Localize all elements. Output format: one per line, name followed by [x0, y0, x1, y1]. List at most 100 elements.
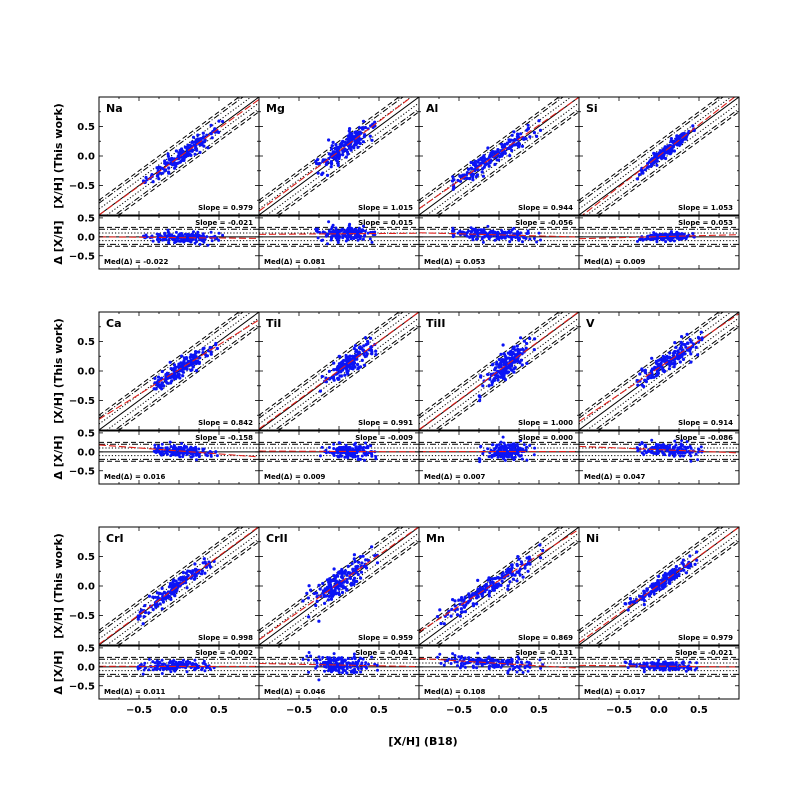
dashed-reference-line: [419, 97, 560, 201]
data-point: [520, 363, 524, 367]
data-point: [209, 123, 213, 127]
data-point: [515, 563, 520, 568]
element-label: Na: [106, 102, 123, 115]
data-point: [201, 347, 205, 351]
data-point: [539, 556, 543, 560]
dotted-reference-line: [586, 532, 739, 645]
dashdot-reference-line: [434, 323, 579, 430]
data-point: [509, 368, 514, 372]
data-point: [679, 142, 683, 146]
resid-data-point: [470, 230, 474, 234]
data-point: [459, 610, 463, 614]
resid-y-tick-label: 0.5: [77, 213, 95, 224]
data-point: [467, 592, 471, 596]
element-label: Ca: [106, 317, 122, 330]
resid-data-point: [327, 659, 331, 663]
resid-data-point: [315, 659, 319, 663]
data-point: [480, 158, 484, 162]
resid-data-point: [515, 660, 519, 664]
main-plot-area: [99, 312, 259, 430]
resid-data-point: [503, 443, 507, 447]
median-delta-label: Med(Δ) = 0.017: [584, 688, 646, 696]
slope-label: Slope = 1.000: [518, 419, 573, 427]
main-plot-area: [419, 312, 579, 430]
resid-data-point: [668, 443, 672, 447]
data-point: [361, 127, 365, 131]
data-point: [672, 149, 677, 153]
data-point: [497, 357, 501, 362]
resid-fit-line: [259, 662, 419, 668]
resid-data-point: [328, 656, 332, 660]
data-point: [156, 375, 161, 379]
dotted-reference-line: [426, 532, 579, 645]
data-point: [466, 167, 471, 171]
data-point: [168, 583, 173, 588]
resid-data-point: [663, 668, 667, 672]
data-point: [176, 156, 180, 160]
data-point: [493, 584, 497, 588]
data-point: [332, 567, 336, 571]
data-point: [353, 344, 358, 348]
resid-data-point: [327, 446, 331, 449]
resid-data-point: [347, 235, 351, 239]
data-point: [650, 375, 654, 379]
resid-data-point: [458, 230, 462, 234]
data-point: [503, 354, 507, 358]
resid-data-point: [519, 439, 523, 443]
data-point: [449, 614, 453, 618]
data-point: [495, 362, 499, 366]
resid-data-point: [488, 656, 491, 660]
resid-data-point: [348, 222, 352, 226]
resid-data-point: [510, 455, 513, 459]
data-point: [504, 360, 508, 364]
data-point: [655, 583, 659, 587]
data-point: [144, 175, 148, 180]
resid-data-point: [323, 665, 326, 669]
data-point: [490, 577, 494, 581]
resid-data-point: [153, 661, 157, 665]
data-point: [515, 570, 519, 574]
data-point: [499, 352, 503, 356]
resid-data-point: [176, 239, 180, 243]
resid-data-point: [332, 451, 335, 455]
resid-data-point: [510, 446, 514, 449]
resid-data-point: [465, 234, 469, 238]
data-point: [666, 151, 670, 155]
data-point: [357, 126, 361, 130]
data-point: [207, 560, 211, 564]
data-point: [336, 151, 340, 155]
dotted-reference-line: [586, 102, 739, 215]
data-point: [497, 365, 501, 369]
resid-data-point: [335, 665, 339, 669]
x-tick-label: 0.0: [170, 705, 188, 716]
data-point: [487, 577, 492, 581]
resid-data-point: [681, 660, 685, 664]
data-point: [684, 345, 688, 349]
data-point: [453, 604, 457, 608]
dashed-reference-line: [99, 527, 240, 631]
data-point: [442, 622, 446, 626]
resid-data-point: [173, 669, 177, 673]
resid-data-point: [517, 238, 521, 242]
data-point: [515, 359, 519, 363]
resid-data-point: [316, 236, 320, 240]
resid-data-point: [684, 447, 688, 451]
fit-line: [579, 527, 739, 644]
data-point: [677, 135, 681, 140]
data-point: [680, 335, 684, 339]
resid-data-point: [354, 662, 358, 665]
resid-y-tick-label: −0.5: [69, 251, 95, 262]
data-point: [354, 348, 358, 352]
resid-data-point: [178, 455, 182, 459]
resid-data-point: [453, 654, 457, 657]
data-point: [200, 143, 204, 147]
data-point: [657, 581, 661, 585]
data-point: [506, 366, 510, 370]
data-point: [505, 141, 510, 145]
data-point: [167, 157, 171, 161]
resid-data-point: [151, 668, 155, 672]
resid-data-point: [179, 660, 183, 664]
data-point: [353, 569, 358, 573]
resid-data-point: [668, 446, 671, 450]
data-point: [501, 343, 505, 347]
